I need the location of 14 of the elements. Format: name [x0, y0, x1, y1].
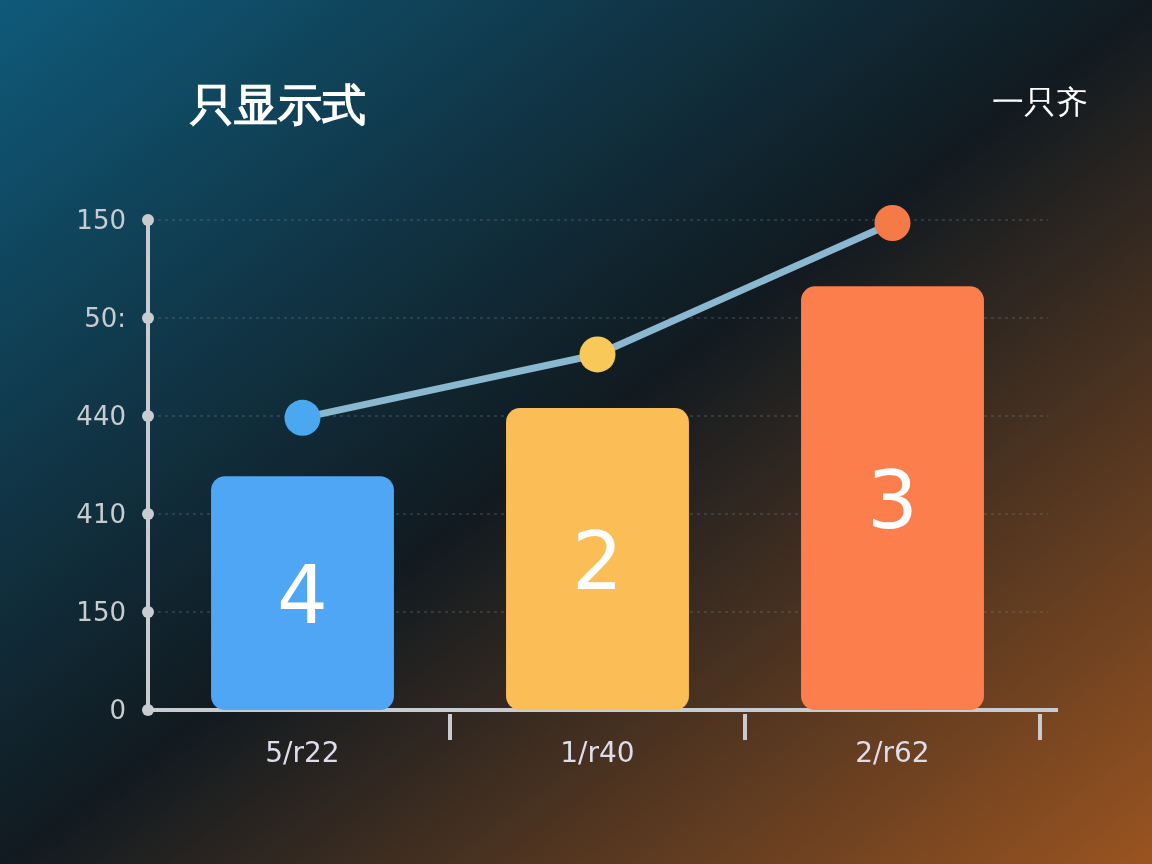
text: 410 [76, 499, 126, 529]
text: 150 [76, 205, 126, 235]
text: 50: [84, 303, 126, 333]
x-tick-label: 5/r22 [265, 736, 340, 769]
text: 0 [109, 695, 126, 725]
x-tick-label: 1/r40 [560, 736, 635, 769]
annotation: 2 [572, 515, 623, 609]
text: 一只齐 [992, 83, 1088, 121]
text: 440 [76, 401, 126, 431]
x-tick-label: 2/r62 [855, 736, 930, 769]
annotation: 3 [867, 454, 918, 548]
annotation: 4 [277, 549, 328, 643]
chart-title: 只显示式 [189, 79, 366, 130]
text: 150 [76, 597, 126, 627]
